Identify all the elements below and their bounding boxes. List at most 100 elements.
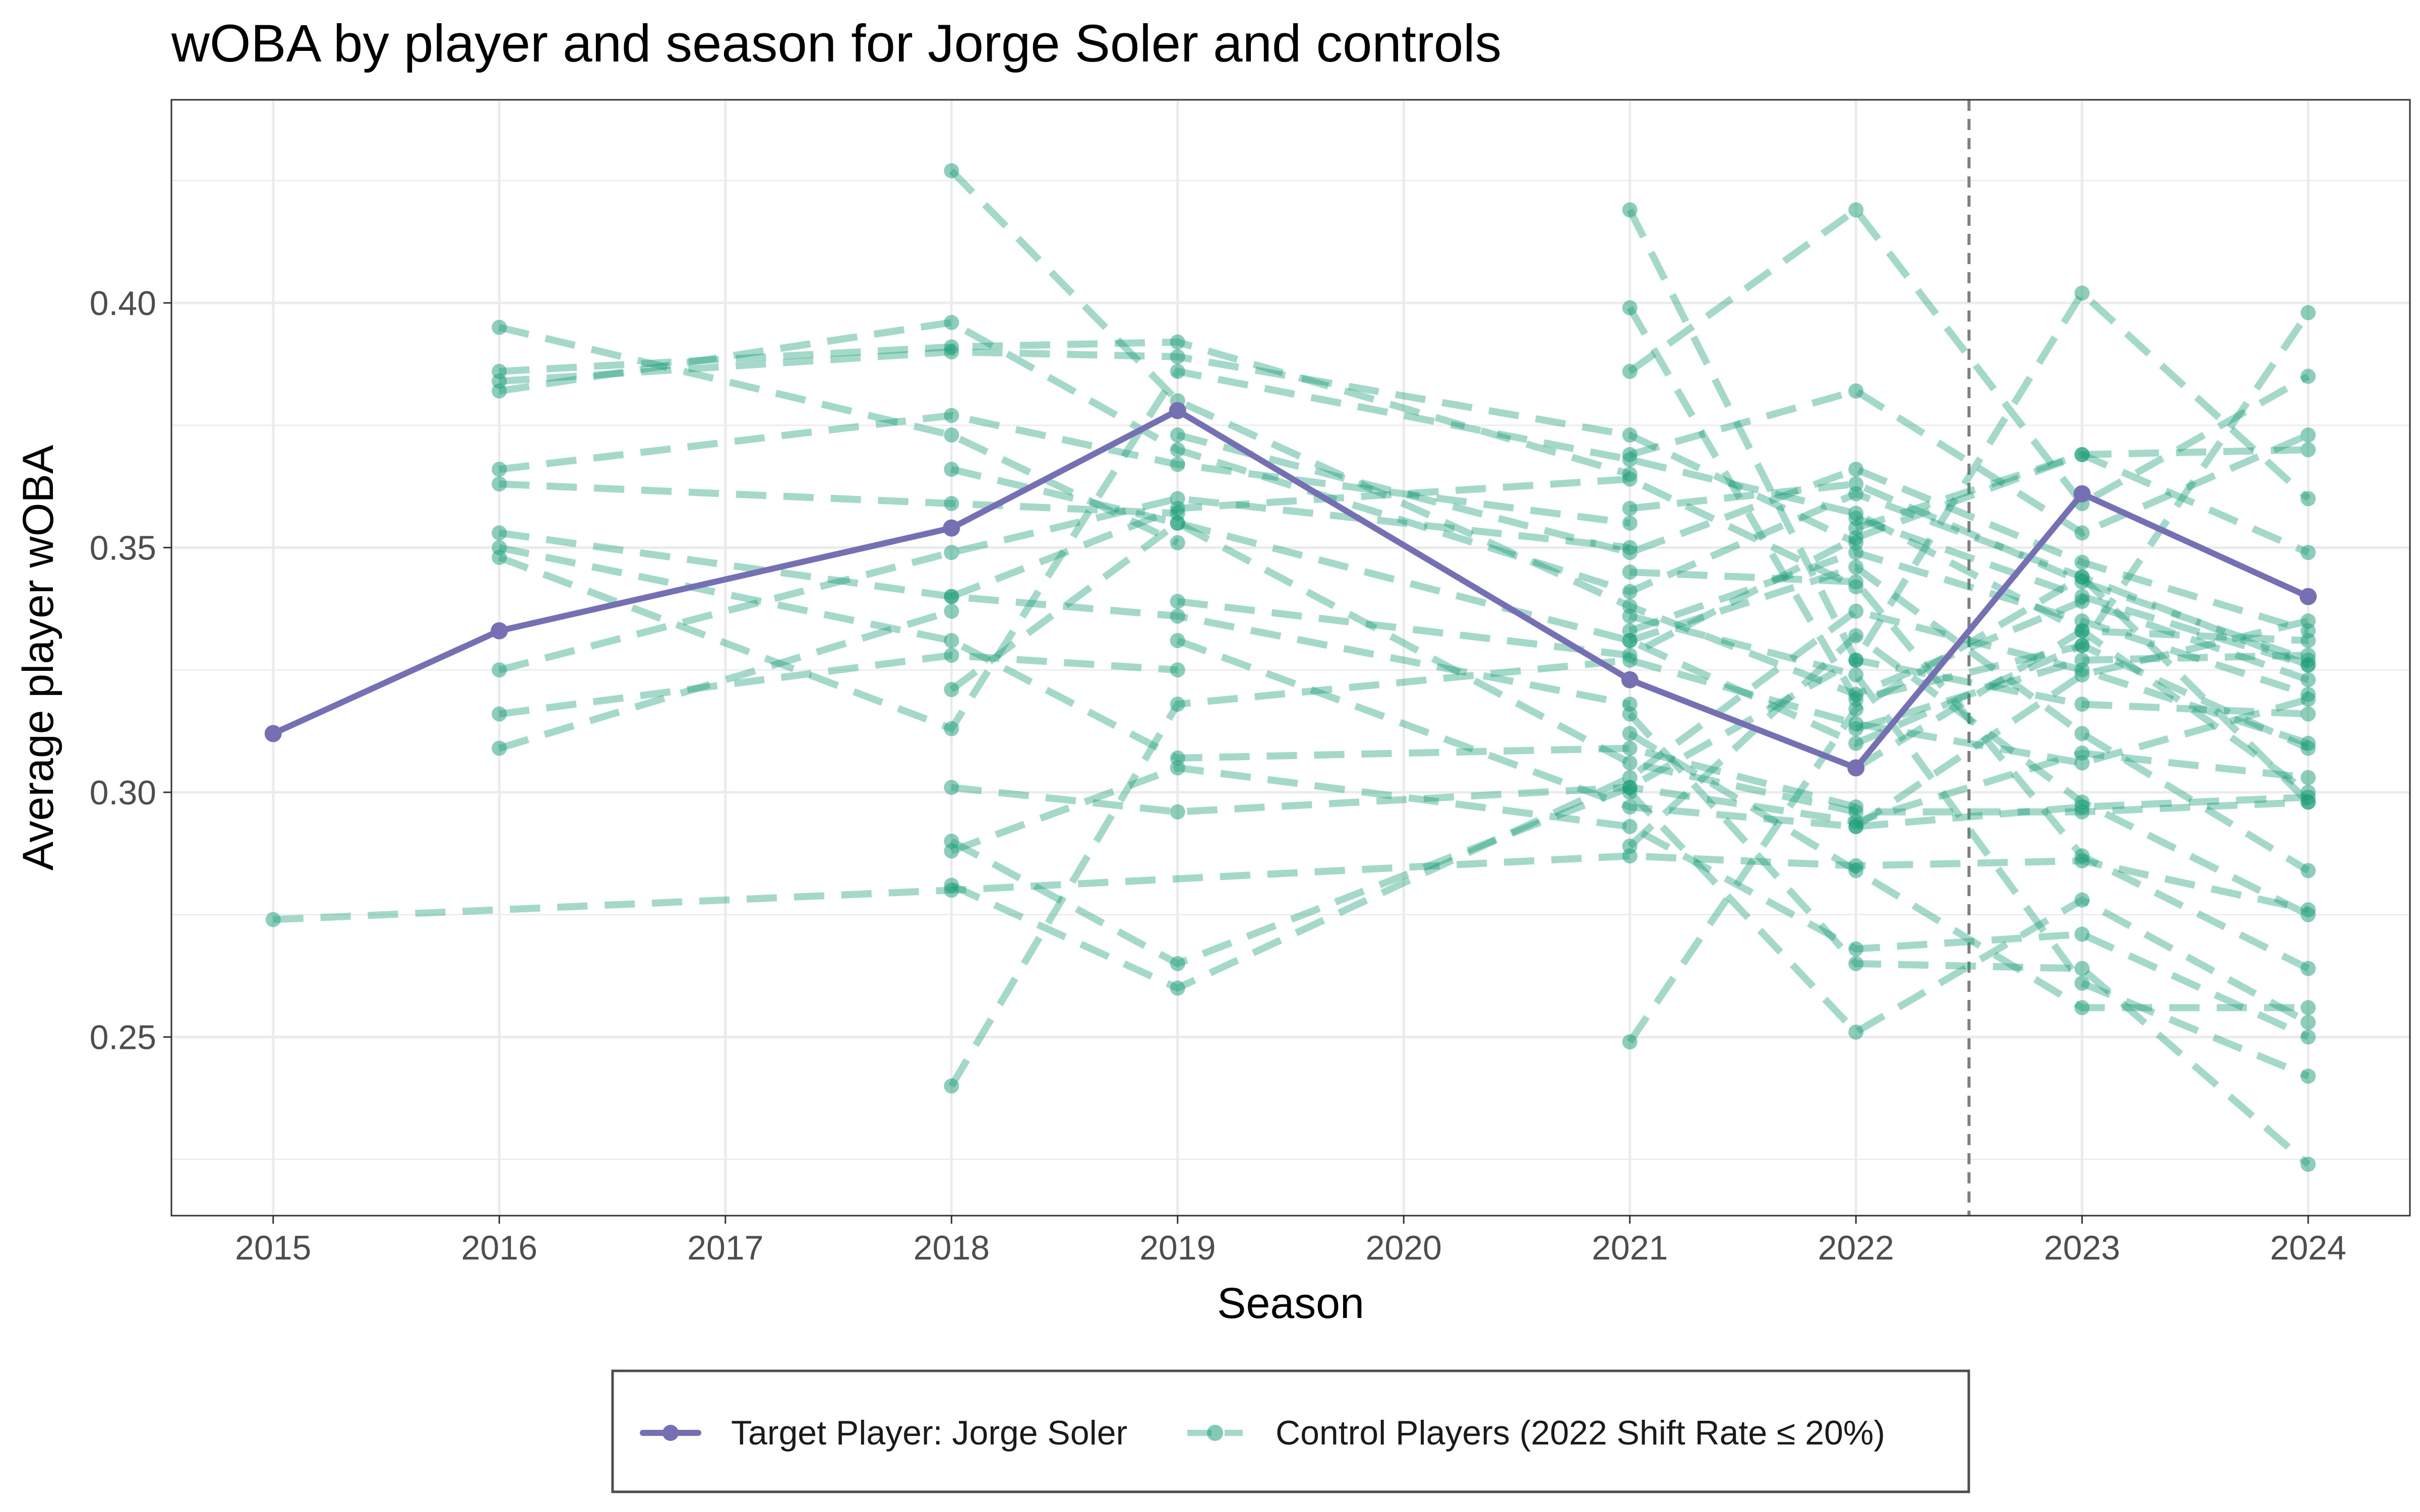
control-point (1622, 1034, 1638, 1050)
control-series-line (948, 656, 2310, 1088)
control-point (944, 314, 959, 330)
control-point (1622, 564, 1638, 580)
control-point (1848, 819, 1864, 835)
control-point (1170, 457, 1185, 472)
control-series-line (273, 852, 2309, 923)
control-point (1622, 770, 1638, 785)
control-series-line (1177, 451, 2310, 659)
control-point (2301, 1000, 2316, 1016)
control-point (1622, 427, 1638, 443)
control-point (492, 662, 507, 678)
control-point (1848, 545, 1864, 560)
control-point (1848, 511, 1864, 526)
control-point (1848, 574, 1864, 590)
control-series-line (498, 495, 1630, 674)
control-point (944, 496, 959, 512)
control-point (2074, 926, 2090, 942)
control-series-line (1628, 730, 2309, 1012)
control-series-line (1627, 711, 2311, 1167)
control-point (1848, 701, 1864, 717)
y-axis: 0.25 0.30 0.35 0.40 (90, 284, 171, 1057)
control-point (2301, 706, 2316, 722)
x-tick-label: 2021 (1592, 1229, 1668, 1267)
control-point (2301, 491, 2316, 507)
chart-title: wOBA by player and season for Jorge Sole… (171, 14, 1501, 73)
control-point (1170, 760, 1185, 776)
control-point (2074, 892, 2090, 908)
target-point (491, 622, 508, 640)
control-series-line (1628, 612, 2310, 1080)
target-point (2300, 588, 2317, 605)
control-point (2074, 569, 2090, 585)
control-point (944, 408, 959, 423)
control-point (944, 633, 959, 649)
control-point (2301, 863, 2316, 878)
control-point (2074, 1000, 2090, 1016)
control-point (1622, 799, 1638, 815)
control-point (944, 427, 959, 443)
control-point (2301, 1157, 2316, 1172)
control-series-line (950, 607, 2310, 992)
legend-label-control: Control Players (2022 Shift Rate ≤ 20%) (1276, 1414, 1885, 1452)
control-point (2074, 848, 2090, 864)
y-tick-label: 0.35 (90, 529, 156, 568)
x-tick-label: 2018 (914, 1229, 990, 1267)
target-point (1169, 402, 1186, 419)
control-point (2074, 975, 2090, 991)
control-series-line (950, 466, 2309, 815)
control-point (1848, 462, 1864, 477)
control-series-line (499, 338, 1631, 478)
x-axis: 2015 2016 2017 2018 2019 2020 2021 2022 2023 2024 (235, 1216, 2346, 1267)
legend-box (611, 1369, 1970, 1493)
control-point (1848, 559, 1864, 575)
control-point (944, 682, 959, 698)
control-point (1170, 334, 1185, 350)
control-point (2301, 368, 2316, 384)
control-series-line (1626, 208, 2311, 668)
control-point (1170, 608, 1185, 624)
control-point (2074, 589, 2090, 604)
control-point (2074, 652, 2090, 668)
control-point (2074, 447, 2090, 463)
control-point (2074, 697, 2090, 712)
control-series-line (498, 608, 953, 752)
control-point (944, 545, 959, 560)
control-point (1622, 785, 1638, 800)
control-series-line (949, 519, 2310, 752)
control-point (1622, 706, 1638, 722)
control-point (1848, 383, 1864, 399)
control-point (2074, 623, 2090, 639)
control-point (1622, 471, 1638, 487)
control-series-line (1176, 637, 2309, 831)
control-series-line (1627, 631, 2310, 918)
target-point (1621, 671, 1639, 688)
legend-key-target (640, 1425, 701, 1441)
control-point (1170, 697, 1185, 712)
plot-border (170, 99, 2411, 1217)
control-point (944, 721, 959, 736)
control-point (2301, 907, 2316, 922)
legend-label-target: Target Player: Jorge Soler (731, 1414, 1127, 1452)
legend: Target Player: Jorge Soler Control Playe… (611, 1369, 1970, 1493)
control-series-line (1628, 548, 2310, 698)
control-point (492, 476, 507, 492)
control-series-line (499, 529, 1631, 708)
legend-key-control (1187, 1425, 1243, 1441)
control-point (1848, 1024, 1864, 1040)
x-tick-label: 2024 (2270, 1229, 2346, 1267)
control-series-line (1629, 569, 2310, 972)
control-point (1170, 515, 1185, 531)
control-point (492, 549, 507, 565)
control-point (1622, 447, 1638, 463)
control-point (1848, 941, 1864, 957)
control-point (2301, 672, 2316, 687)
control-point (2074, 525, 2090, 541)
control-point (2301, 633, 2316, 649)
control-point (1170, 535, 1185, 550)
control-point (944, 344, 959, 360)
control-series-line (1628, 387, 2310, 537)
x-tick-label: 2016 (461, 1229, 537, 1267)
y-axis-title: Average player wOBA (14, 445, 63, 870)
control-point (2074, 285, 2090, 301)
